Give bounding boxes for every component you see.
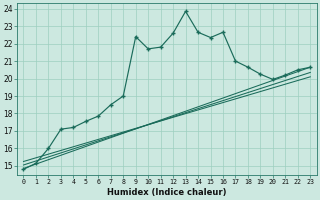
X-axis label: Humidex (Indice chaleur): Humidex (Indice chaleur) (107, 188, 227, 197)
